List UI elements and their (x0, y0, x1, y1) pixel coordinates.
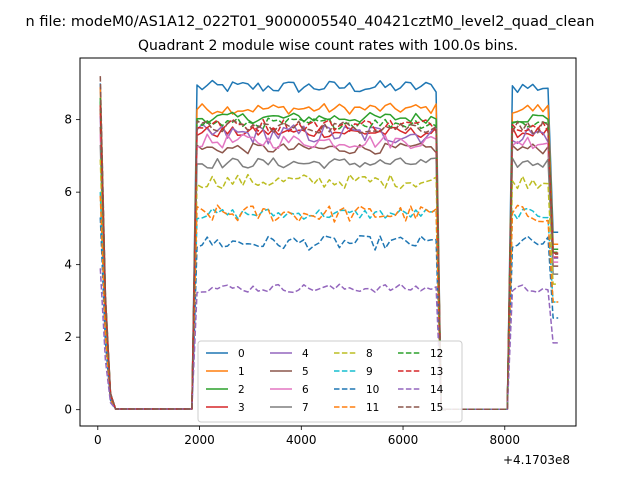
series-line-15 (99, 76, 559, 411)
figure-suptitle: n file: modeM0/AS1A12_022T01_9000005540_… (26, 14, 595, 30)
legend-box (197, 340, 463, 423)
y-tick-label: 4 (64, 258, 72, 272)
legend-label-6: 6 (302, 384, 309, 396)
x-tick-label: 0 (94, 433, 102, 447)
legend-label-2: 2 (238, 384, 245, 396)
legend-label-1: 1 (238, 366, 245, 378)
y-tick-label: 0 (64, 403, 72, 417)
plot-frame (79, 57, 577, 427)
x-offset-label: +4.1703e8 (503, 453, 570, 467)
series-line-13 (99, 105, 559, 411)
y-axis: 0 2 4 6 8 (64, 113, 80, 417)
legend-label-0: 0 (238, 348, 245, 360)
chart-title: Quadrant 2 module wise count rates with … (138, 38, 518, 54)
legend-label-7: 7 (302, 402, 309, 414)
legend-label-14: 14 (430, 384, 444, 396)
legend-label-13: 13 (430, 366, 443, 378)
y-tick-label: 8 (64, 113, 72, 127)
x-tick-label: 2000 (184, 433, 215, 447)
legend-label-9: 9 (366, 366, 373, 378)
x-axis: 0 2000 4000 6000 8000 (94, 426, 520, 447)
series-line-12 (99, 101, 559, 411)
legend-label-12: 12 (430, 348, 443, 360)
series-lines (99, 76, 559, 411)
legend-label-10: 10 (366, 384, 379, 396)
legend-label-4: 4 (302, 348, 309, 360)
x-tick-label: 4000 (286, 433, 317, 447)
legend-label-15: 15 (430, 402, 443, 414)
legend-label-3: 3 (238, 402, 245, 414)
legend-label-8: 8 (366, 348, 373, 360)
y-tick-label: 2 (64, 330, 72, 344)
legend-label-11: 11 (366, 402, 379, 414)
x-tick-label: 8000 (490, 433, 521, 447)
y-tick-label: 6 (64, 185, 72, 199)
x-tick-label: 6000 (388, 433, 419, 447)
legend-label-5: 5 (302, 366, 309, 378)
